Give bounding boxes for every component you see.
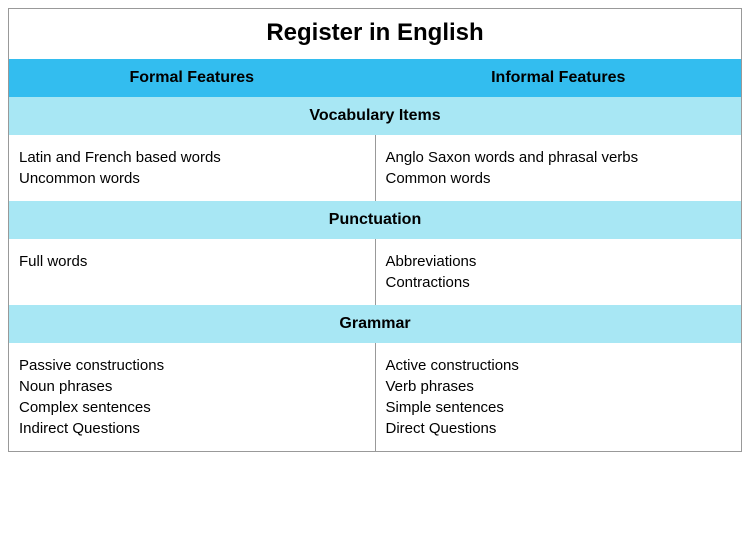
data-row-punctuation: Full words Abbreviations Contractions xyxy=(9,239,741,305)
cell-vocab-formal: Latin and French based words Uncommon wo… xyxy=(9,135,376,201)
vocab-informal-1: Common words xyxy=(386,168,732,189)
table-title: Register in English xyxy=(9,9,741,59)
gram-informal-3: Direct Questions xyxy=(386,418,732,439)
col-header-formal: Formal Features xyxy=(9,59,376,97)
cell-gram-formal: Passive constructions Noun phrases Compl… xyxy=(9,343,376,451)
section-punctuation: Punctuation xyxy=(9,201,741,239)
data-row-vocabulary: Latin and French based words Uncommon wo… xyxy=(9,135,741,201)
punct-informal-0: Abbreviations xyxy=(386,251,732,272)
cell-vocab-informal: Anglo Saxon words and phrasal verbs Comm… xyxy=(376,135,742,201)
section-vocabulary: Vocabulary Items xyxy=(9,97,741,135)
cell-punct-formal: Full words xyxy=(9,239,376,305)
data-row-grammar: Passive constructions Noun phrases Compl… xyxy=(9,343,741,451)
punct-formal-0: Full words xyxy=(19,251,365,272)
vocab-formal-0: Latin and French based words xyxy=(19,147,365,168)
col-header-informal: Informal Features xyxy=(376,59,742,97)
gram-formal-2: Complex sentences xyxy=(19,397,365,418)
cell-punct-informal: Abbreviations Contractions xyxy=(376,239,742,305)
section-grammar: Grammar xyxy=(9,305,741,343)
gram-informal-1: Verb phrases xyxy=(386,376,732,397)
gram-informal-0: Active constructions xyxy=(386,355,732,376)
cell-gram-informal: Active constructions Verb phrases Simple… xyxy=(376,343,742,451)
register-table: Register in English Formal Features Info… xyxy=(8,8,742,452)
vocab-formal-1: Uncommon words xyxy=(19,168,365,189)
punct-informal-1: Contractions xyxy=(386,272,732,293)
vocab-informal-0: Anglo Saxon words and phrasal verbs xyxy=(386,147,732,168)
gram-formal-1: Noun phrases xyxy=(19,376,365,397)
gram-informal-2: Simple sentences xyxy=(386,397,732,418)
column-header-row: Formal Features Informal Features xyxy=(9,59,741,97)
gram-formal-3: Indirect Questions xyxy=(19,418,365,439)
gram-formal-0: Passive constructions xyxy=(19,355,365,376)
